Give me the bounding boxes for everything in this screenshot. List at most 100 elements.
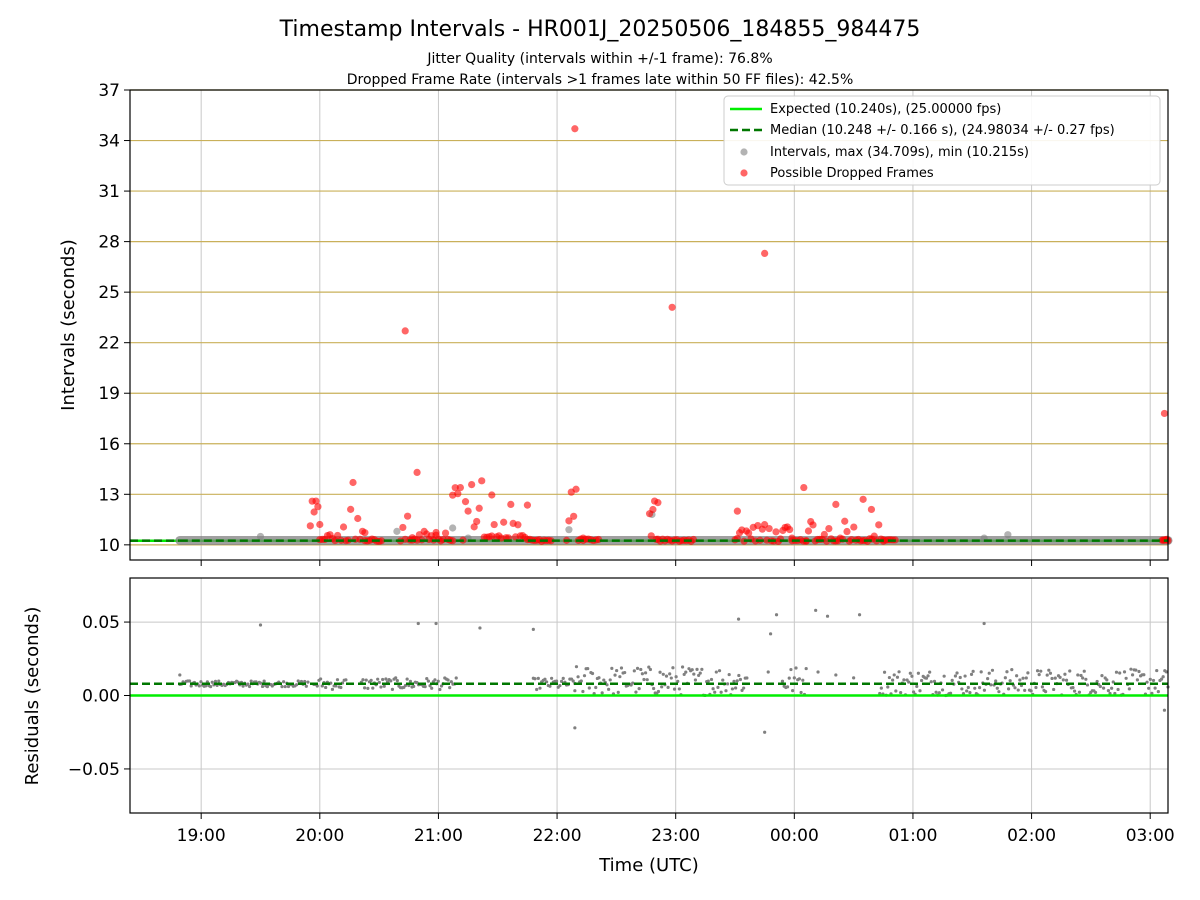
dropped-frame-point (547, 537, 555, 545)
intervals-y-tick-label: 37 (98, 81, 120, 101)
dropped-frame-point (841, 517, 849, 525)
intervals-y-tick-label: 34 (98, 132, 120, 152)
x-tick-label: 02:00 (1007, 826, 1056, 846)
residual-point (660, 685, 664, 689)
dropped-frame-point (745, 529, 753, 537)
residual-point (554, 679, 559, 683)
residual-point (209, 685, 213, 689)
residual-point (658, 670, 662, 674)
residual-point (987, 671, 991, 675)
dropped-frame-point (456, 483, 464, 492)
residual-point (533, 677, 537, 681)
dropped-frame-point (772, 528, 780, 536)
residual-point (642, 677, 646, 682)
dropped-frame-point (461, 498, 470, 506)
residual-point (990, 668, 995, 672)
residual-point (1035, 669, 1040, 673)
interval-point (1004, 531, 1012, 539)
residuals-ticks: 19:00 20:00 21:00 22:00 23:00 00:00 01:00 02:00… (68, 613, 1175, 846)
residual-point (736, 617, 741, 621)
residual-point (260, 684, 265, 689)
residual-point (730, 687, 735, 691)
residual-point (382, 684, 386, 688)
residual-point (1023, 688, 1027, 692)
residual-point (446, 678, 450, 682)
residual-point (395, 679, 399, 683)
dropped-frame-point (850, 523, 858, 531)
residual-point (535, 687, 539, 692)
residual-point (986, 677, 990, 681)
residual-point (727, 672, 731, 677)
residual-point (643, 671, 648, 675)
residual-point (1164, 670, 1168, 674)
residual-point (1037, 673, 1041, 677)
residual-point (966, 685, 970, 690)
residual-point (680, 665, 685, 669)
residual-point (412, 684, 416, 688)
residual-point (734, 686, 738, 690)
residual-point (692, 672, 696, 676)
dropped-frame-point (399, 523, 407, 532)
residual-point (887, 675, 891, 680)
dropped-frame-point (473, 517, 481, 526)
residual-point (1064, 678, 1069, 682)
residual-point (897, 670, 901, 674)
residual-point (1151, 678, 1156, 683)
residual-point (1105, 678, 1109, 682)
legend: Expected (10.240s), (25.00000 fps) Media… (723, 95, 1161, 186)
residual-point (780, 679, 785, 683)
residual-point (438, 687, 442, 692)
residual-point (669, 676, 673, 680)
dropped-frame-point (1160, 409, 1169, 418)
residual-point (740, 688, 744, 692)
residual-point (1021, 676, 1025, 680)
residual-point (590, 671, 595, 676)
dropped-frame-point (843, 527, 851, 536)
residual-point (550, 676, 554, 680)
residual-point (953, 674, 958, 678)
dropped-frame-point (733, 507, 741, 515)
residual-point (376, 677, 380, 681)
residual-point (602, 678, 606, 682)
residual-point (774, 613, 779, 617)
residual-point (1071, 685, 1075, 690)
interval-point (449, 524, 457, 532)
residual-point (296, 679, 300, 683)
residual-point (989, 683, 993, 687)
dropped-frame-point (800, 483, 808, 492)
residual-point (199, 680, 203, 684)
dropped-frame-point (571, 125, 579, 133)
residual-point (364, 678, 368, 682)
residual-point (804, 666, 808, 671)
residual-point (631, 681, 635, 685)
residual-point (635, 666, 640, 670)
residual-point (548, 684, 552, 688)
residual-point (615, 668, 619, 673)
residual-point (1077, 690, 1082, 694)
residual-point (439, 684, 444, 688)
residual-point (1072, 689, 1077, 693)
dropped-frame-point (859, 495, 867, 503)
residual-point (478, 626, 482, 630)
residual-point (423, 685, 427, 689)
dropped-frame-point (490, 520, 498, 529)
residuals-y-tick-label: −0.05 (68, 760, 120, 780)
intervals-y-tick-label: 25 (98, 283, 120, 303)
residual-point (768, 632, 773, 636)
residual-point (766, 670, 770, 674)
residual-point (801, 678, 805, 682)
residual-point (265, 685, 269, 689)
residual-point (576, 675, 580, 679)
residual-point (1153, 686, 1157, 690)
residuals-y-tick-label: 0.05 (82, 613, 120, 633)
legend-dropped-label: Possible Dropped Frames (770, 166, 934, 181)
residual-point (958, 675, 962, 680)
residual-point (1147, 686, 1151, 690)
residual-point (894, 689, 898, 693)
residual-point (709, 677, 714, 682)
dropped-frame-point (654, 499, 662, 507)
residual-point (899, 690, 903, 695)
chart-subtitle-dropped: Dropped Frame Rate (intervals >1 frames … (347, 72, 854, 88)
intervals-axes-frame (129, 89, 1169, 561)
